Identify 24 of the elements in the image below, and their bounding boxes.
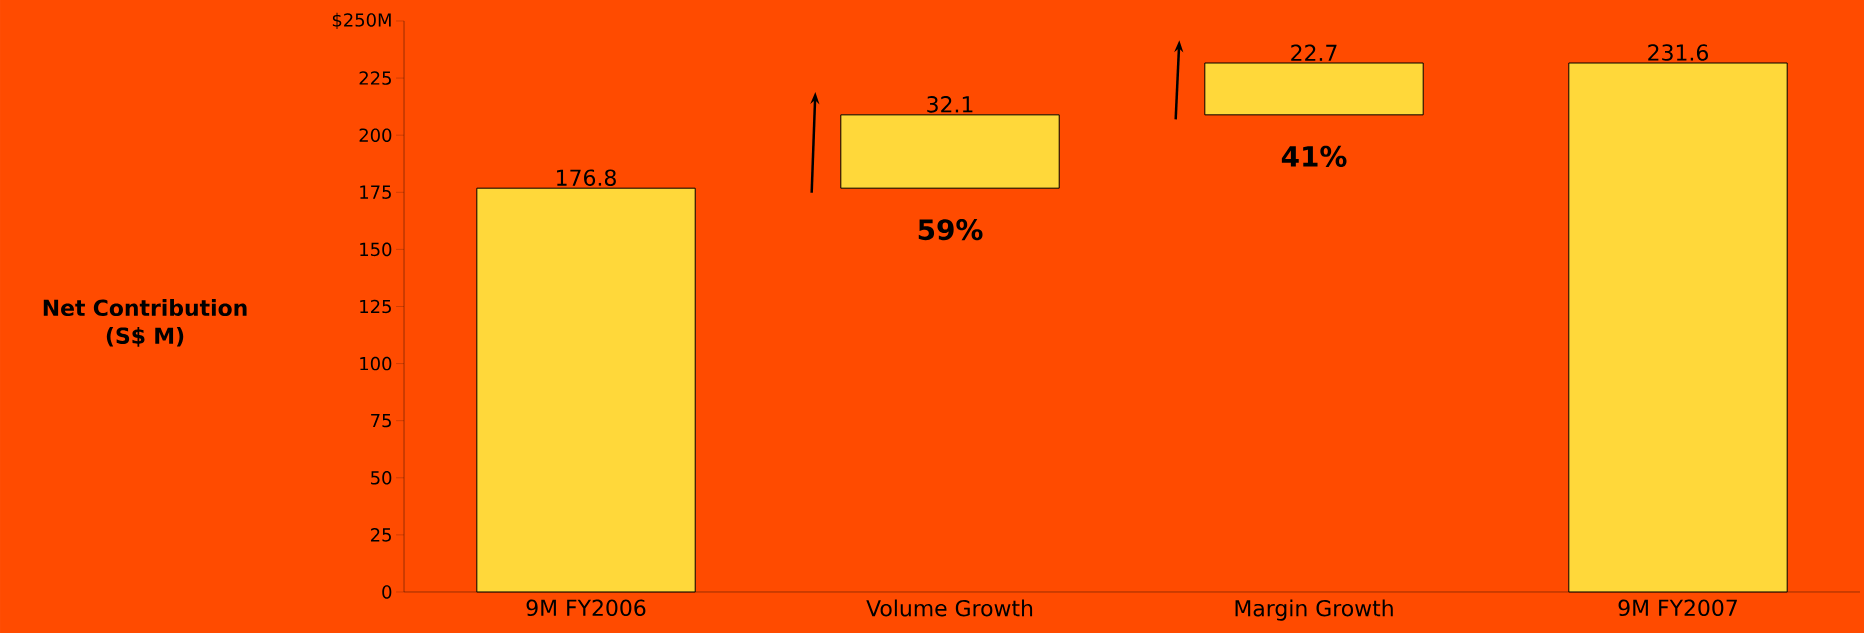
data-label: 231.6 (1648, 44, 1708, 61)
annotation: 59% (918, 219, 983, 241)
data-label: 22.7 (1291, 44, 1337, 61)
y-tick-label: 125 (360, 299, 391, 314)
y-tick-label: 0 (382, 585, 392, 599)
y-tick-label: $250M (332, 12, 391, 30)
x-tick-label: 9M FY2007 (1618, 599, 1737, 617)
y-tick-label: 75 (371, 414, 391, 428)
bar (1204, 62, 1424, 116)
y-tick-label: 175 (360, 185, 391, 199)
x-tick-label: 9M FY2006 (526, 599, 646, 617)
x-tick-label: Margin Growth (1235, 599, 1393, 621)
y-tick-label: 25 (370, 528, 391, 542)
annotation: 41% (1281, 145, 1347, 167)
y-tick-label: 50 (371, 471, 392, 485)
y-tick-label: 100 (360, 356, 392, 371)
y-axis-title: Net Contribution (S$ M) (43, 299, 247, 347)
data-label: 176.8 (557, 169, 616, 186)
y-tick-label: 225 (359, 71, 391, 85)
y-tick-label: 200 (359, 128, 392, 142)
data-label: 32.1 (927, 96, 973, 113)
y-tick-label: 150 (360, 242, 392, 257)
x-tick-label: Volume Growth (866, 599, 1033, 617)
bar (840, 114, 1060, 189)
